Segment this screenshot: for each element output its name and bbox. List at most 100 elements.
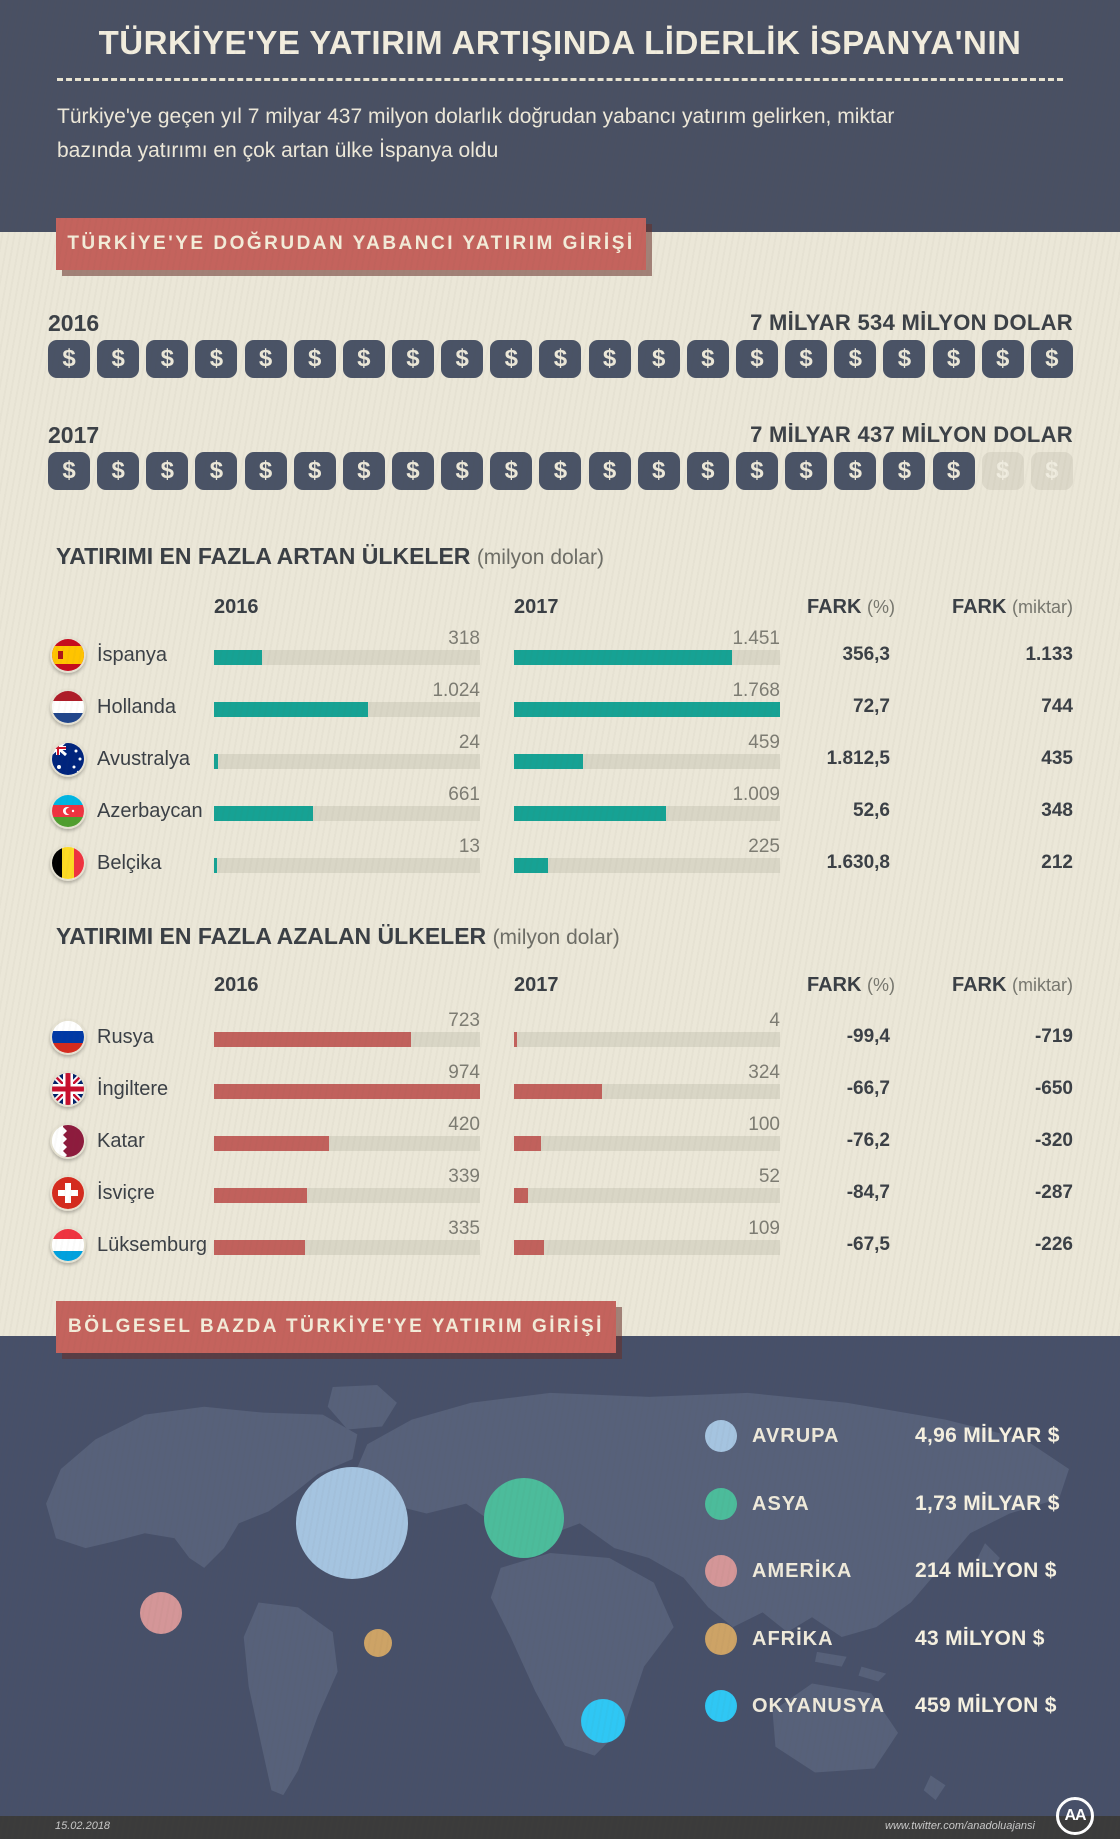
- country-row: İspanya 318 1.451 356,3 1.133: [0, 628, 1120, 680]
- bar-fill-2017: [514, 1188, 528, 1203]
- bar-track-2016: [214, 1188, 480, 1203]
- country-name: İngiltere: [97, 1078, 169, 1100]
- value-2017: 1.768: [732, 680, 780, 701]
- value-2017: 1.009: [732, 784, 780, 805]
- legend-dot-asya: [705, 1488, 737, 1520]
- bar-track-2016: [214, 1136, 480, 1151]
- bar-track-2016: [214, 1032, 480, 1047]
- bar-track-2017: [514, 806, 780, 821]
- decrease-col-fark-pct: FARK (%): [806, 974, 895, 996]
- bar-fill-2017: [514, 1240, 544, 1255]
- bar-fill-2016: [214, 702, 368, 717]
- fark-percent-value: -76,2: [846, 1130, 890, 1151]
- legend-value: 43 MİLYON $: [915, 1627, 1045, 1650]
- dashed-divider: [57, 78, 1063, 81]
- legend-item: AVRUPA 4,96 MİLYAR $: [0, 1420, 1120, 1460]
- dollar-icon: $: [97, 452, 140, 490]
- footer-bar: 15.02.2018 www.twitter.com/anadoluajansi: [0, 1816, 1120, 1839]
- legend-label: ASYA: [752, 1493, 810, 1515]
- legend-item: AFRİKA 43 MİLYON $: [0, 1623, 1120, 1663]
- bar-track-2016: [214, 1084, 480, 1099]
- fdi-year-2016: 2016: [48, 310, 100, 336]
- legend-dot-ameri̇ka: [705, 1555, 737, 1587]
- decrease-title-text: YATIRIMI EN FAZLA AZALAN ÜLKELER: [56, 923, 487, 949]
- decrease-title-unit: (milyon dolar): [492, 926, 620, 949]
- fark-amount-value: -287: [1034, 1182, 1073, 1203]
- dollar-icon: $: [195, 452, 238, 490]
- map-bubble-asya: [484, 1478, 564, 1558]
- country-name: Rusya: [97, 1026, 154, 1048]
- decrease-col-fark-amt: FARK (miktar): [951, 974, 1073, 996]
- value-2017: 109: [748, 1218, 780, 1239]
- fark-percent-value: 356,3: [842, 644, 890, 665]
- dollar-icon: $: [834, 340, 877, 378]
- value-2016: 974: [448, 1062, 480, 1083]
- bar-fill-2016: [214, 806, 313, 821]
- fark-percent-value: -67,5: [846, 1234, 890, 1255]
- dollar-icon: $: [441, 340, 484, 378]
- dollar-icon: $: [785, 452, 828, 490]
- dollar-icon: $: [97, 340, 140, 378]
- increase-title-text: YATIRIMI EN FAZLA ARTAN ÜLKELER: [56, 543, 471, 569]
- legend-item: AMERİKA 214 MİLYON $: [0, 1555, 1120, 1595]
- dollar-icon: $: [342, 340, 385, 378]
- bar-fill-2017: [514, 702, 780, 717]
- footer-twitter-url: www.twitter.com/anadoluajansi: [885, 1820, 1035, 1832]
- fark-percent-value: 72,7: [853, 696, 890, 717]
- dollar-icon: $: [244, 452, 287, 490]
- bar-track-2017: [514, 1032, 780, 1047]
- legend-value: 4,96 MİLYAR $: [915, 1424, 1060, 1447]
- bar-track-2017: [514, 858, 780, 873]
- dollar-icon: $: [735, 452, 778, 490]
- map-bubble-avrupa: [296, 1467, 408, 1579]
- value-2017: 459: [748, 732, 780, 753]
- fark-percent-value: 1.630,8: [826, 852, 890, 873]
- bar-fill-2016: [214, 650, 262, 665]
- subtitle-line-2: bazında yatırımı en çok artan ülke İspan…: [57, 139, 499, 162]
- dollar-icon: $: [342, 452, 385, 490]
- flag-icon-australia: [50, 741, 86, 777]
- dollar-icon: $: [48, 452, 90, 490]
- fark-amount-value: 1.133: [1025, 644, 1073, 665]
- fark-amount-value: 212: [1041, 852, 1073, 873]
- legend-dot-avrupa: [705, 1420, 737, 1452]
- dollar-icon: $: [490, 452, 533, 490]
- fark-percent-value: -84,7: [846, 1182, 890, 1203]
- value-2016: 339: [448, 1166, 480, 1187]
- bar-track-2017: [514, 1188, 780, 1203]
- bar-track-2017: [514, 754, 780, 769]
- bar-track-2016: [214, 702, 480, 717]
- dollar-icon: $: [391, 452, 434, 490]
- value-2016: 723: [448, 1010, 480, 1031]
- bar-track-2017: [514, 1084, 780, 1099]
- bar-track-2016: [214, 1240, 480, 1255]
- country-name: Belçika: [97, 852, 162, 874]
- flag-icon-switzerland: [50, 1175, 86, 1211]
- value-2016: 13: [458, 836, 480, 857]
- dollar-icon: $: [48, 340, 90, 378]
- map-section: AVRUPA 4,96 MİLYAR $ ASYA 1,73 MİLYAR $ AMER…: [0, 1336, 1120, 1820]
- decrease-col-2016: 2016: [214, 974, 259, 996]
- country-row: Hollanda 1.024 1.768 72,7 744: [0, 680, 1120, 732]
- dollar-icon: $: [588, 452, 631, 490]
- bar-track-2016: [214, 858, 480, 873]
- subtitle-line-1: Türkiye'ye geçen yıl 7 milyar 437 milyon…: [57, 105, 895, 128]
- dollar-icon-row-2017: $ $ $ $ $ $ $ $ $ $ $ $ $ $ $ $ $ $ $ $ $: [48, 452, 1073, 490]
- bar-track-2017: [514, 702, 780, 717]
- dollar-icon: $: [834, 452, 877, 490]
- country-row: Rusya 723 4 -99,4 -719: [0, 1010, 1120, 1062]
- dollar-icon: $: [981, 340, 1024, 378]
- bar-fill-2016: [214, 1188, 307, 1203]
- flag-icon-netherlands: [50, 689, 86, 725]
- legend-label: OKYANUSYA: [752, 1695, 886, 1717]
- bar-fill-2016: [214, 1084, 480, 1099]
- dollar-icon: $: [490, 340, 533, 378]
- dollar-icon: $: [735, 340, 778, 378]
- flag-icon-russia: [50, 1019, 86, 1055]
- dollar-icon: $: [883, 340, 926, 378]
- flag-icon-uk: [50, 1071, 86, 1107]
- dollar-icon: $: [293, 340, 336, 378]
- legend-dot-okyanusya: [705, 1690, 737, 1722]
- dollar-icon: $: [539, 340, 582, 378]
- value-2016: 661: [448, 784, 480, 805]
